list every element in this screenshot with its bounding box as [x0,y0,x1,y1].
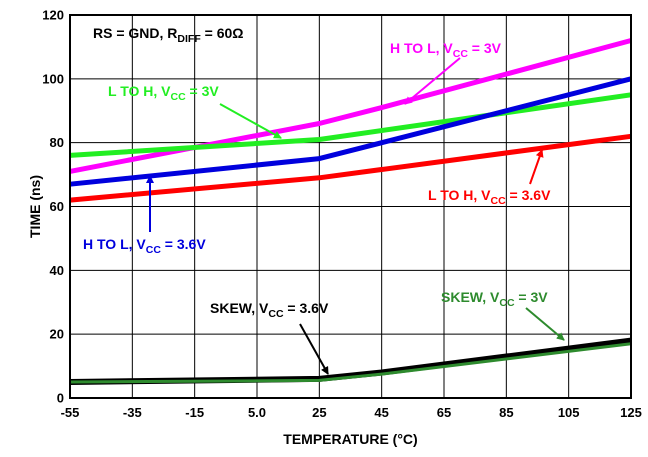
x-tick-label: 5.0 [248,405,266,420]
series-line-6 [69,342,632,384]
x-tick-label: 105 [558,405,580,420]
x-tick-label: -15 [185,405,204,420]
y-axis-title: TIME (ns) [27,175,43,238]
x-axis-title: TEMPERATURE (°C) [283,431,417,447]
x-tick-label: 45 [374,405,388,420]
y-tick-label: 80 [50,135,64,150]
annotations: RS = GND, RDIFF = 60Ω H TO L, VCC = 3V L T… [83,25,565,375]
grid [69,14,632,399]
y-tick-label: 40 [50,263,64,278]
y-tick-label: 100 [42,71,64,86]
series-line-4 [69,133,632,203]
y-tick-label: 20 [50,327,64,342]
series-label-3: H TO L, VCC = 3.6V [83,236,206,256]
x-tick-label: 85 [499,405,513,420]
condition-label: RS = GND, RDIFF = 60Ω [93,25,244,45]
series-label-4: L TO H, VCC = 3.6V [428,187,551,207]
annotation-arrow-1 [404,57,461,105]
series-label-5: SKEW, VCC = 3.6V [210,300,329,320]
annotation-arrow-2 [219,103,282,139]
x-tick-label: -35 [123,405,142,420]
y-tick-label: 60 [50,199,64,214]
x-tick-label: 125 [620,405,642,420]
annotation-arrow-6 [525,307,565,341]
series-line-2 [69,92,632,158]
series-line-3 [69,76,632,187]
tick-labels: -55 -35 -15 5.0 25 45 65 85 105 125 0 20 40 60 80 100 12… [42,8,642,421]
y-tick-label: 0 [57,391,64,406]
annotation-arrow-5 [299,323,329,375]
x-tick-label: 65 [437,405,451,420]
series-label-1: H TO L, VCC = 3V [390,40,502,60]
x-tick-label: -55 [61,405,80,420]
annotation-arrow-4 [529,149,544,185]
series-label-2: L TO H, VCC = 3V [108,83,219,103]
y-tick-label: 120 [42,8,64,23]
series-label-6: SKEW, VCC = 3V [441,289,548,309]
plot-frame [69,14,632,399]
x-tick-label: 25 [312,405,326,420]
series-lines [69,38,632,385]
